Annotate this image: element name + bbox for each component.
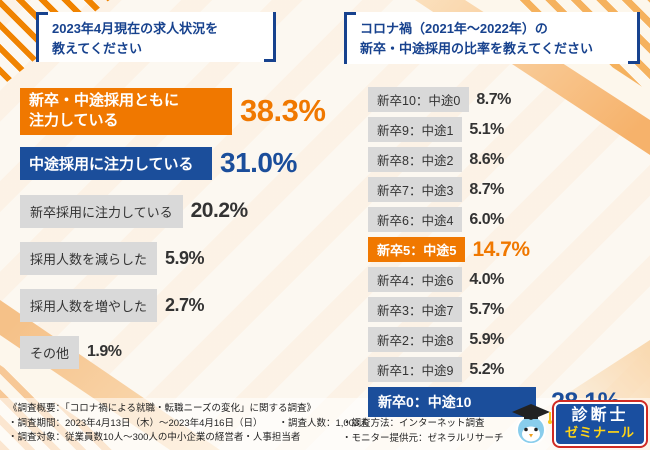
bar-label: 注力している [29, 112, 119, 130]
question1-line1: 2023年4月現在の求人状況を [52, 21, 219, 36]
logo-badge: 診断士 ゼミナール [553, 402, 646, 446]
bracket-right-icon [628, 12, 640, 64]
percent-value: 8.6% [469, 150, 504, 168]
survey-target: ・調査対象：従業員数10人～300人の中小企業の経営者・人事担当者 [8, 432, 301, 444]
ratio-bar: 新卒7：中途3 [368, 177, 463, 202]
bracket-right-icon [264, 12, 276, 62]
question2-line1: コロナ禍（2021年～2022年）の [360, 21, 548, 36]
ratio-row: 新卒3：中途7 5.7% [368, 297, 640, 322]
survey-period: ・調査期間：2023年4月13日（木）～2023年4月16日（日） [8, 417, 263, 429]
ratio-bar: 新卒10：中途0 [368, 87, 470, 112]
ratio-row: 新卒1：中途9 5.2% [368, 357, 640, 382]
percent-value: 4.0% [469, 270, 504, 288]
percent-value: 8.7% [469, 180, 504, 198]
ratio-bar: 新卒5：中途5 [368, 237, 466, 262]
ratio-row: 新卒4：中途6 4.0% [368, 267, 640, 292]
percent-value: 14.7% [472, 237, 530, 261]
bar-row: 採用人数を増やした 2.7% [20, 288, 356, 322]
chart-q2: 新卒10：中途0 8.7% 新卒9：中途1 5.1% 新卒8：中途2 8.6% … [368, 87, 640, 437]
bar-label: 採用人数を増やした [30, 298, 148, 314]
ratio-row: 新卒2：中途8 5.9% [368, 327, 640, 352]
ratio-row: 新卒10：中途0 8.7% [368, 87, 640, 112]
percent-value: 2.7% [165, 294, 205, 315]
ratio-row-highlight-orange: 新卒5：中途5 14.7% [368, 237, 640, 262]
percent-value: 1.9% [87, 343, 122, 360]
ratio-bar: 新卒1：中途9 [368, 357, 463, 382]
ratio-bar: 新卒4：中途6 [368, 267, 463, 292]
bar-other: その他 [20, 335, 80, 369]
bar-both-focus: 新卒・中途採用ともに 注力している [20, 88, 232, 135]
bar-reduced-hiring: 採用人数を減らした [20, 241, 158, 275]
logo-text-line2: ゼミナール [564, 424, 635, 440]
bar-midcareer-focus: 中途採用に注力している [20, 146, 212, 180]
question1-line2: 教えてください [52, 41, 142, 57]
bar-label: その他 [30, 345, 70, 361]
question1-title-box: 2023年4月現在の求人状況を 教えてください [36, 12, 276, 62]
ratio-bar: 新卒9：中途1 [368, 117, 463, 142]
survey-monitor: ・モニター提供元：ゼネラルリサーチ [342, 432, 504, 444]
ratio-row: 新卒7：中途3 8.7% [368, 177, 640, 202]
percent-value: 38.3% [240, 93, 326, 129]
survey-method: ・調査方法：インターネット調査 [342, 418, 485, 429]
survey-overview-title: 《調査概要：「コロナ禍による就職・転職ニーズの変化」に関する調査》 [8, 403, 316, 414]
bracket-left-icon [36, 12, 48, 62]
question2-line2: 新卒・中途採用の比率を教えてください [360, 41, 593, 57]
percent-value: 5.9% [469, 330, 504, 348]
ratio-row: 新卒9：中途1 5.1% [368, 117, 640, 142]
bar-newgrad-focus: 新卒採用に注力している [20, 194, 183, 228]
bar-row: 中途採用に注力している 31.0% [20, 146, 356, 180]
ratio-row: 新卒8：中途2 8.6% [368, 147, 640, 172]
survey-overview-right: ・調査方法：インターネット調査 ・モニター提供元：ゼネラルリサーチ [342, 417, 504, 446]
bar-label: 採用人数を減らした [30, 251, 148, 267]
percent-value: 5.9% [165, 247, 205, 268]
bar-label: 新卒採用に注力している [30, 204, 173, 220]
percent-value: 5.1% [469, 120, 504, 138]
ratio-bar: 新卒6：中途4 [368, 207, 463, 232]
question2-title-box: コロナ禍（2021年～2022年）の 新卒・中途採用の比率を教えてください [344, 12, 640, 64]
chart-q1: 新卒・中途採用ともに 注力している 38.3% 中途採用に注力している 31.0… [20, 88, 356, 369]
percent-value: 6.0% [469, 210, 504, 228]
shindanshi-seminar-logo: 診断士 ゼミナール [510, 401, 646, 447]
bar-increased-hiring: 採用人数を増やした [20, 288, 158, 322]
bar-row: 新卒・中途採用ともに 注力している 38.3% [20, 88, 356, 135]
ratio-bar: 新卒2：中途8 [368, 327, 463, 352]
bar-row: 採用人数を減らした 5.9% [20, 241, 356, 275]
bar-label: 中途採用に注力している [29, 155, 194, 173]
percent-value: 5.2% [469, 360, 504, 378]
percent-value: 20.2% [190, 199, 249, 222]
percent-value: 8.7% [476, 90, 511, 108]
logo-text-line1: 診断士 [571, 407, 629, 425]
percent-value: 31.0% [220, 147, 297, 178]
ratio-bar: 新卒8：中途2 [368, 147, 463, 172]
percent-value: 5.7% [469, 300, 504, 318]
mascot-icon [511, 404, 552, 445]
bar-row: その他 1.9% [20, 335, 356, 369]
ratio-bar: 新卒3：中途7 [368, 297, 463, 322]
bar-label: 新卒・中途採用ともに [29, 92, 180, 109]
bar-row: 新卒採用に注力している 20.2% [20, 194, 356, 228]
ratio-row: 新卒6：中途4 6.0% [368, 207, 640, 232]
survey-overview: 《調査概要：「コロナ禍による就職・転職ニーズの変化」に関する調査》 ・調査期間：… [8, 402, 369, 446]
bracket-left-icon [344, 12, 356, 64]
